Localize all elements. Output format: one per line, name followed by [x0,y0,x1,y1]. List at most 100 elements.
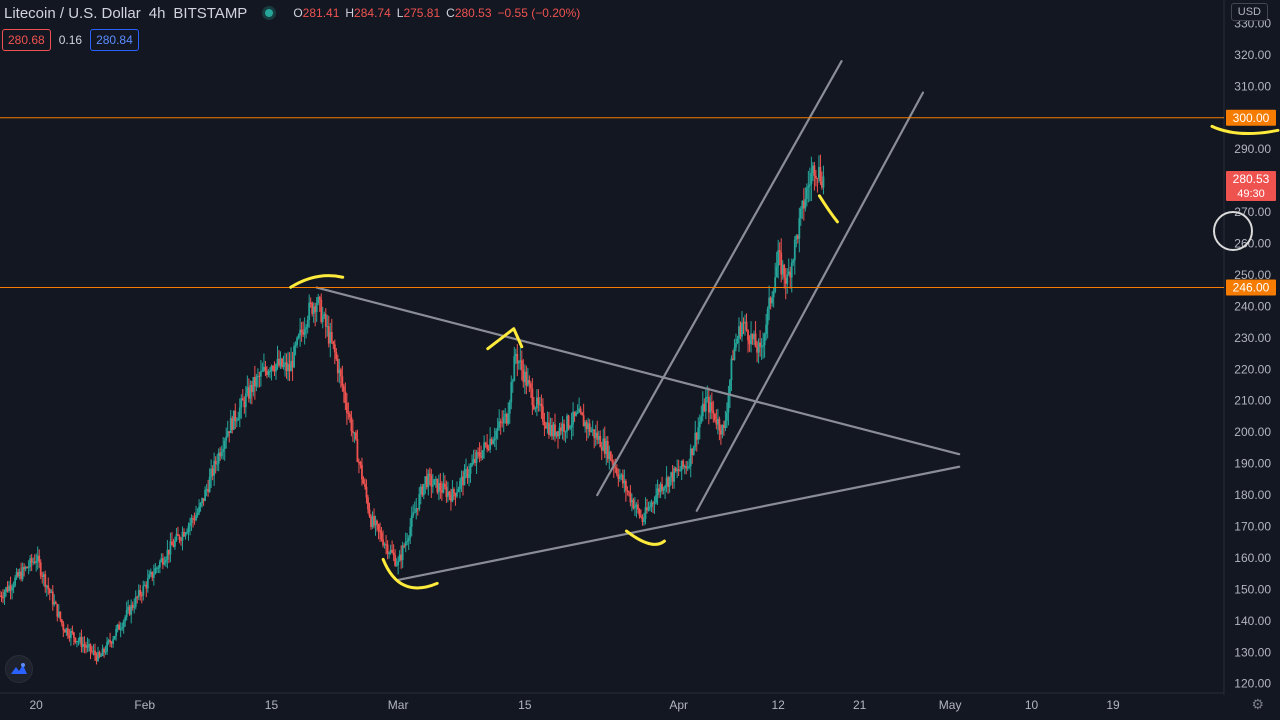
candle-body [591,429,594,431]
candle-body [33,561,36,564]
candle-body [154,568,157,575]
candle-body [430,475,433,487]
candle-body [345,403,348,413]
buy-price-button[interactable]: 280.84 [90,29,139,51]
candle-body [152,574,155,578]
candle-body [3,592,6,598]
candle-body [753,333,755,340]
gear-icon[interactable]: ⚙ [1251,696,1264,712]
candle-body [356,439,359,462]
candle-body [166,549,169,560]
candle-body [816,178,819,180]
candle-body [570,424,573,428]
currency-button[interactable]: USD [1230,3,1268,21]
candle-body [323,314,326,317]
interval-label[interactable]: 4h [148,4,166,22]
candle-body [640,515,642,518]
quote-row: 280.68 0.16 280.84 [2,29,139,51]
candle-body [798,218,801,239]
candle-body [635,504,638,507]
candle-body [439,483,442,491]
candle-body [54,602,57,604]
x-tick-label: 21 [853,698,867,712]
candle-body [741,322,743,337]
candle-body [751,333,754,340]
candle-body [204,489,207,501]
candle-body [60,619,63,624]
candle-body [365,486,368,498]
candle-body [130,604,133,615]
candle-body [529,383,532,389]
candle-body [72,632,75,638]
candle-body [730,358,733,381]
candle-body [466,469,469,478]
candle-body [748,340,751,345]
ohlc-close-key: C [446,6,455,20]
candle-body [605,440,608,454]
candle-body [496,427,499,431]
candle-body [531,388,534,406]
candle-body [665,477,668,487]
candle-body [655,495,657,503]
candle-body [294,345,297,347]
candle-body [158,561,161,568]
candle-body [793,239,796,261]
candle-body [11,587,13,591]
level-price-label: 300.00 [1233,111,1270,125]
candle-body [270,365,273,371]
candle-body [198,506,200,513]
candle-body [545,425,547,429]
candle-body [719,430,722,435]
candle-body [484,442,487,445]
candle-body [125,609,128,618]
x-tick-label: Mar [388,698,409,712]
candle-body [487,448,490,450]
candle-body [288,364,291,372]
candle-body [231,418,234,430]
candle-body [118,624,121,630]
candle-body [139,590,142,596]
candle-body [342,386,345,392]
candle-body [311,303,314,314]
level-price-tag [1226,109,1276,126]
y-tick-label: 310.00 [1234,79,1271,93]
candle-body [172,545,175,547]
x-tick-label: 20 [30,698,44,712]
candle-body [51,591,54,605]
candle-body [504,414,507,418]
candle-body [621,474,624,484]
candle-body [327,326,330,344]
candle-body [542,406,544,422]
candle-body [581,412,584,416]
candle-body [650,502,653,507]
symbol-title[interactable]: Litecoin / U.S. Dollar [4,4,141,22]
candle-body [193,519,196,521]
candle-body [596,432,599,440]
candle-body [814,175,817,179]
candle-body [549,425,552,435]
candle-body [478,452,481,457]
candle-body [667,477,670,487]
candle-body [290,360,292,372]
candle-body [777,250,780,267]
candle-body [505,414,508,424]
candle-body [101,648,104,656]
tradingview-logo-icon[interactable] [5,655,33,683]
candle-body [683,466,686,468]
candle-body [456,492,458,497]
sell-price-button[interactable]: 280.68 [2,29,51,51]
candle-body [183,531,185,537]
candle-body [611,460,614,463]
candle-body [164,559,167,563]
candle-body [110,642,113,644]
candle-body [707,396,710,413]
candle-body [374,520,377,526]
candle-body [18,571,21,577]
ohlc-low-value: 275.81 [403,6,441,20]
candle-body [389,549,392,553]
candle-body [427,473,430,488]
candle-body [454,493,457,497]
candle-body [436,478,439,493]
candle-body [677,469,680,472]
